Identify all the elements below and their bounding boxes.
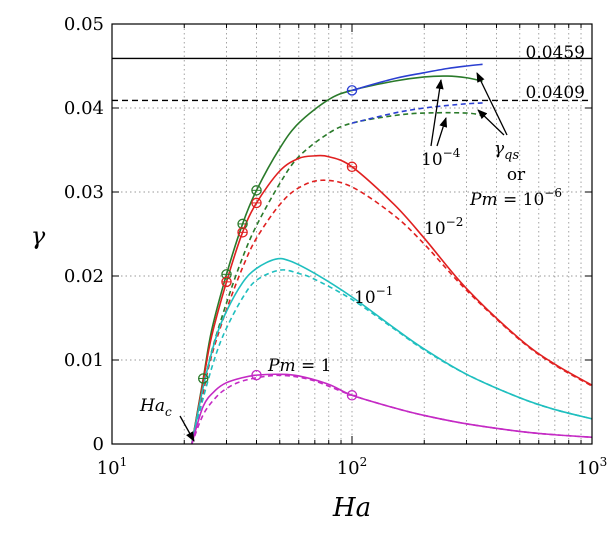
x-axis-title: Ha xyxy=(332,493,371,523)
y-tick-label: 0 xyxy=(93,434,104,455)
series-line xyxy=(191,374,592,444)
y-tick-label: 0.05 xyxy=(64,14,104,35)
annot-gamma-qs: γqs xyxy=(494,139,519,163)
ref-label-0409: 0.0409 xyxy=(526,83,585,103)
series-layer xyxy=(191,63,592,444)
x-tick-label: 102 xyxy=(337,455,368,479)
y-tick-label: 0.04 xyxy=(64,98,104,119)
ref-label-0459: 0.0459 xyxy=(526,43,585,63)
annotation-arrows xyxy=(179,72,508,442)
series-line xyxy=(191,179,592,444)
arrow-pm4-solid xyxy=(430,79,444,147)
reference-lines xyxy=(112,57,592,102)
series-line xyxy=(191,154,592,444)
series-line xyxy=(191,75,483,444)
axis-ticks xyxy=(111,23,592,445)
x-tick-label: 103 xyxy=(577,455,608,479)
series-line xyxy=(191,111,483,444)
annot-pm-1e-4: 10−4 xyxy=(421,146,461,170)
grid xyxy=(112,24,592,444)
x-axis-labels: 101 102 103 xyxy=(97,455,608,479)
annot-ha-c: Hac xyxy=(139,396,172,419)
x-tick-label: 101 xyxy=(97,455,128,479)
arrow-ha-c xyxy=(179,415,195,442)
arrow-pm4-dashed xyxy=(436,117,448,147)
annot-pm-1e-6: Pm = 10−6 xyxy=(469,186,562,210)
y-tick-label: 0.01 xyxy=(64,350,104,371)
series-line xyxy=(191,257,592,444)
y-axis-title: γ xyxy=(31,222,46,250)
annot-pm-1: Pm = 1 xyxy=(267,356,331,376)
annot-pm-1e-1: 10−1 xyxy=(354,284,393,308)
y-tick-label: 0.02 xyxy=(64,266,104,287)
annot-pm-1e-2: 10−2 xyxy=(424,215,463,239)
arrow-qs-solid xyxy=(476,72,508,136)
series-line xyxy=(351,63,483,92)
arrow-qs-dashed xyxy=(477,109,505,136)
series-line xyxy=(191,373,592,444)
marker-layer xyxy=(198,85,358,401)
y-tick-label: 0.03 xyxy=(64,182,104,203)
y-axis-labels: 0 0.01 0.02 0.03 0.04 0.05 xyxy=(64,14,104,455)
annot-or: or xyxy=(507,165,526,185)
series-line xyxy=(191,269,592,444)
